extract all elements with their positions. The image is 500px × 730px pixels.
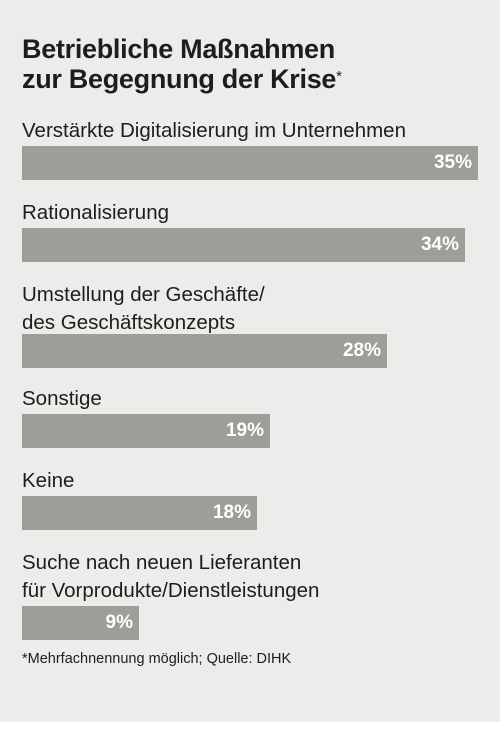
category-label: Verstärkte Digitalisierung im Unternehme… <box>22 117 492 145</box>
bar-value-label: 19% <box>225 420 264 441</box>
bar-value-label: 34% <box>420 234 459 255</box>
bar-value-label: 28% <box>342 340 381 361</box>
bar: 19% <box>22 414 270 448</box>
category-label-line: Umstellung der Geschäfte/ <box>22 283 265 306</box>
category-label: Keine <box>22 467 492 495</box>
bar-value-label: 35% <box>433 152 472 173</box>
footnote: *Mehrfachnennung möglich; Quelle: DIHK <box>22 651 292 667</box>
category-label-line: Suche nach neuen Lieferanten <box>22 551 302 574</box>
bar-value-label: 18% <box>212 502 251 523</box>
chart-title-line-2: zur Begegnung der Krise <box>22 64 337 94</box>
category-label-line: Sonstige <box>22 387 102 410</box>
bar: 35% <box>22 146 478 180</box>
bar-value-label: 9% <box>105 612 133 633</box>
title-footnote-mark: * <box>336 68 342 85</box>
category-label-line: Verstärkte Digitalisierung im Unternehme… <box>22 119 406 142</box>
chart-title: Betriebliche Maßnahmen zur Begegnung der… <box>22 34 482 94</box>
category-label: Rationalisierung <box>22 199 492 227</box>
bar: 18% <box>22 496 257 530</box>
chart-title-line-1: Betriebliche Maßnahmen <box>22 34 335 64</box>
bar: 34% <box>22 228 465 262</box>
category-label: Sonstige <box>22 385 492 413</box>
bar: 9% <box>22 606 139 640</box>
category-label-line: Rationalisierung <box>22 201 170 224</box>
category-label-line: für Vorprodukte/Dienstleistungen <box>22 579 320 602</box>
category-label: Suche nach neuen Lieferanten für Vorprodu… <box>22 549 492 605</box>
category-label: Umstellung der Geschäfte/des Geschäftsko… <box>22 281 492 337</box>
bar: 28% <box>22 334 387 368</box>
category-label-line: des Geschäftskonzepts <box>22 311 236 334</box>
category-label-line: Keine <box>22 469 75 492</box>
